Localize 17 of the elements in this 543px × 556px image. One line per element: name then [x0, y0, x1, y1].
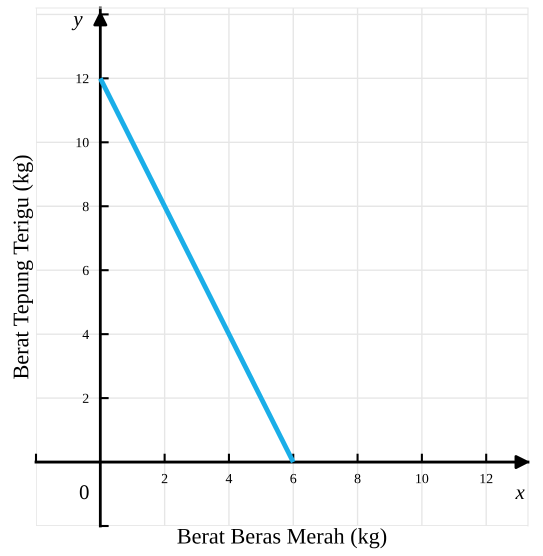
x-axis-title: Berat Beras Merah (kg): [177, 528, 386, 548]
annotation: 0: [80, 485, 89, 500]
x-tick-label: 10: [416, 474, 428, 484]
x-tick-label: 12: [480, 474, 492, 484]
y-tick-label: 8: [82, 202, 89, 212]
y-tick-label: 6: [82, 266, 89, 276]
x-tick-label: 2: [162, 474, 168, 484]
y-tick-label: 12: [76, 74, 88, 84]
y-tick-label: 10: [76, 138, 89, 148]
annotation: x: [515, 489, 525, 500]
x-tick-label: 8: [354, 474, 361, 484]
x-tick-label: 4: [226, 474, 232, 484]
x-tick-label: 6: [290, 474, 296, 484]
annotation: y: [72, 16, 83, 30]
y-axis-title: Berat Tepung Terigu (kg): [12, 155, 34, 379]
y-tick-label: 2: [82, 394, 88, 403]
y-tick-label: 4: [82, 330, 89, 339]
